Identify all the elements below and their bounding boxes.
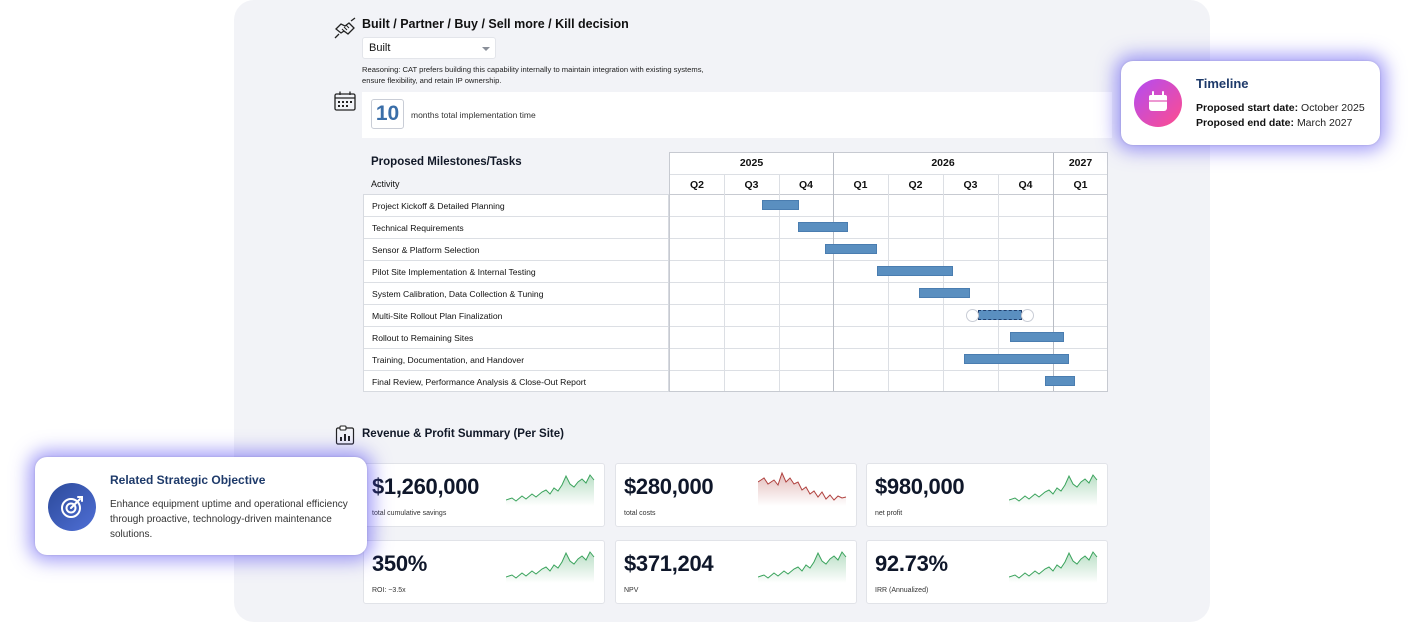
metric-label: IRR (Annualized) <box>875 587 929 594</box>
revenue-title: Revenue & Profit Summary (Per Site) <box>362 428 564 440</box>
task-row: Rollout to Remaining Sites <box>364 327 668 349</box>
chevron-down-icon <box>482 47 490 51</box>
metric-label: total cumulative savings <box>372 510 447 517</box>
activity-header: Activity <box>371 179 400 189</box>
metric-card: $980,000 net profit <box>866 463 1108 527</box>
sparkline-up <box>506 474 595 506</box>
start-date-value: October 2025 <box>1301 102 1365 114</box>
quarter-label: Q2 <box>689 179 704 191</box>
metric-label: ROI: ~3.5x <box>372 587 406 594</box>
decision-select[interactable]: Built <box>362 37 496 59</box>
quarter-label: Q1 <box>853 179 868 191</box>
metric-value: $280,000 <box>624 474 714 499</box>
metric-value: 350% <box>372 551 428 576</box>
duration-label: months total implementation time <box>411 110 536 120</box>
grid-line <box>724 174 725 391</box>
gantt-bar[interactable] <box>825 244 877 254</box>
gantt-bar[interactable] <box>877 266 953 276</box>
calendar-icon <box>334 91 356 111</box>
sparkline-up <box>1009 474 1098 506</box>
metric-card: $280,000 total costs <box>615 463 857 527</box>
quarter-label: Q4 <box>798 179 813 191</box>
task-row: Final Review, Performance Analysis & Clo… <box>372 377 586 387</box>
calendar-badge-icon <box>1134 79 1182 127</box>
grid-line <box>779 174 780 391</box>
quarter-label: Q4 <box>1018 179 1033 191</box>
sparkline-up <box>506 551 595 583</box>
timeline-popup: Timeline Proposed start date: October 20… <box>1121 61 1380 145</box>
resize-handle[interactable] <box>1021 309 1034 322</box>
target-icon <box>48 483 96 531</box>
gantt-bar[interactable] <box>964 354 1069 364</box>
gantt-bar[interactable] <box>1010 332 1064 342</box>
task-row: Project Kickoff & Detailed Planning <box>364 195 668 217</box>
grid-line <box>998 174 999 391</box>
grid-line <box>888 174 889 391</box>
report-icon <box>335 425 355 445</box>
metric-card: $1,260,000 total cumulative savings <box>363 463 605 527</box>
decision-title: Built / Partner / Buy / Sell more / Kill… <box>362 17 629 31</box>
task-row: Technical Requirements <box>364 217 668 239</box>
quarter-label: Q1 <box>1073 179 1088 191</box>
task-list: Project Kickoff & Detailed Planning Tech… <box>363 194 669 392</box>
end-date-value: March 2027 <box>1296 117 1353 129</box>
end-date-label: Proposed end date: <box>1196 117 1295 129</box>
duration-box: 10 months total implementation time <box>362 92 1112 138</box>
metric-card: 92.73% IRR (Annualized) <box>866 540 1108 604</box>
handshake-icon <box>334 17 356 39</box>
task-row: Multi-Site Rollout Plan Finalization <box>364 305 668 327</box>
grid-line <box>1053 153 1054 391</box>
gantt-bar[interactable] <box>1045 376 1075 386</box>
gantt-title: Proposed Milestones/Tasks <box>371 156 522 168</box>
gantt-bar[interactable] <box>798 222 848 232</box>
metric-card: 350% ROI: ~3.5x <box>363 540 605 604</box>
task-row: Sensor & Platform Selection <box>364 239 668 261</box>
metric-value: $371,204 <box>624 551 714 576</box>
gantt-bar[interactable] <box>762 200 799 210</box>
gantt-bar-selected[interactable] <box>978 310 1022 320</box>
metric-label: NPV <box>624 587 639 594</box>
metric-card: $371,204 NPV <box>615 540 857 604</box>
timeline-title: Timeline <box>1196 76 1249 91</box>
sparkline-down <box>758 471 847 506</box>
task-row: System Calibration, Data Collection & Tu… <box>364 283 668 305</box>
sparkline-up <box>1009 551 1098 583</box>
quarter-label: Q3 <box>963 179 978 191</box>
end-date-line: Proposed end date: March 2027 <box>1196 117 1352 129</box>
quarter-label: Q2 <box>908 179 923 191</box>
sparkline-up <box>758 551 847 583</box>
metric-label: net profit <box>875 510 903 517</box>
task-row: Pilot Site Implementation & Internal Tes… <box>364 261 668 283</box>
decision-reasoning: Reasoning: CAT prefers building this cap… <box>362 65 704 85</box>
year-label: 2025 <box>739 157 764 169</box>
year-label: 2027 <box>1068 157 1093 169</box>
metric-value: 92.73% <box>875 551 948 576</box>
objective-popup: Related Strategic Objective Enhance equi… <box>35 457 367 555</box>
grid-line <box>943 174 944 391</box>
metric-value: $1,260,000 <box>372 474 480 499</box>
start-date-line: Proposed start date: October 2025 <box>1196 102 1365 114</box>
duration-months: 10 <box>371 99 404 129</box>
decision-select-value: Built <box>369 42 391 54</box>
task-row: Training, Documentation, and Handover <box>364 349 668 371</box>
gantt-bar[interactable] <box>919 288 970 298</box>
grid-line <box>833 153 834 391</box>
year-label: 2026 <box>931 157 955 169</box>
gantt-grid: 2025 2026 2027 Q2 Q3 Q4 Q1 Q2 Q3 Q4 Q1 <box>669 152 1108 392</box>
start-date-label: Proposed start date: <box>1196 102 1299 114</box>
quarter-label: Q3 <box>744 179 759 191</box>
objective-text: Enhance equipment uptime and operational… <box>110 499 348 540</box>
metric-value: $980,000 <box>875 474 965 499</box>
objective-title: Related Strategic Objective <box>110 473 266 487</box>
metric-label: total costs <box>624 510 656 517</box>
resize-handle[interactable] <box>966 309 979 322</box>
